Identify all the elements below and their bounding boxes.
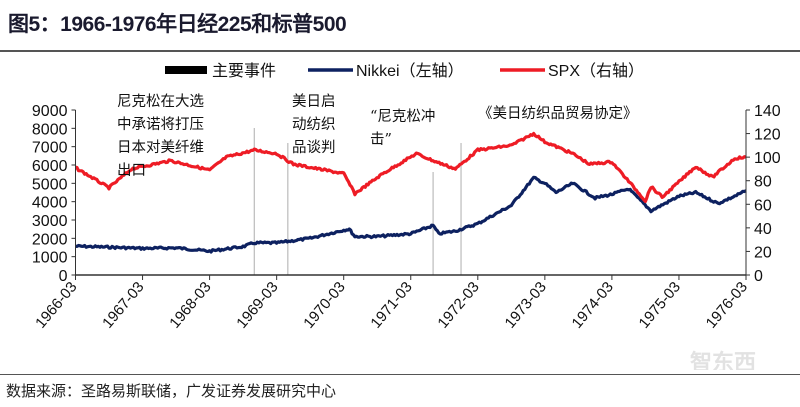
right-tick-label: 0	[754, 268, 763, 285]
nikkei-line	[75, 175, 747, 254]
event-annotation: “尼克松冲	[370, 108, 435, 125]
spx-line	[75, 131, 747, 203]
event-annotation: 尼克松在大选	[117, 93, 204, 110]
left-tick-label: 7000	[32, 140, 68, 157]
left-tick-label: 6000	[32, 158, 68, 175]
event-annotation: 击”	[370, 131, 392, 148]
x-tick-label: 1976-03	[703, 279, 751, 332]
legend-swatch-events	[165, 66, 207, 74]
x-tick-label: 1972-03	[434, 279, 482, 332]
event-annotation: 中承诺将打压	[117, 116, 204, 133]
event-annotation: 出口	[117, 162, 146, 179]
x-tick-label: 1971-03	[367, 279, 415, 332]
x-tick-label: 1974-03	[569, 279, 617, 332]
x-tick-label: 1966-03	[32, 279, 80, 332]
legend-label: SPX（右轴）	[548, 62, 644, 80]
left-tick-label: 1000	[32, 250, 68, 267]
right-tick-label: 40	[754, 221, 772, 238]
footer-divider	[0, 374, 800, 375]
event-annotation: 日本对美纤维	[117, 139, 204, 156]
legend-label: Nikkei（左轴）	[356, 62, 464, 80]
source-note: 数据来源：圣路易斯联储，广发证券发展研究中心	[6, 382, 337, 400]
x-tick-label: 1969-03	[233, 279, 281, 332]
event-annotation: 《美日纺织品贸易协定》	[478, 105, 638, 122]
event-annotation: 品谈判	[292, 139, 336, 156]
left-tick-label: 3000	[32, 213, 68, 230]
title-divider	[0, 50, 800, 52]
watermark-logo: 智东西	[690, 350, 756, 370]
right-tick-label: 60	[754, 197, 772, 214]
right-tick-label: 120	[754, 127, 781, 144]
chart-plot: 0100020003000400050006000700080009000020…	[32, 62, 781, 370]
left-tick-label: 9000	[32, 103, 68, 120]
left-tick-label: 2000	[32, 231, 68, 248]
x-tick-label: 1975-03	[636, 279, 684, 332]
event-annotation: 动纺织	[292, 116, 336, 133]
legend-label: 主要事件	[212, 62, 276, 80]
event-annotation: 美日启	[292, 93, 336, 110]
x-tick-label: 1968-03	[166, 279, 214, 332]
left-tick-label: 8000	[32, 121, 68, 138]
x-tick-label: 1973-03	[501, 279, 549, 332]
x-tick-label: 1970-03	[300, 279, 348, 332]
chart-title: 图5：1966-1976年日经225和标普500	[8, 13, 347, 36]
left-tick-label: 4000	[32, 195, 68, 212]
right-tick-label: 20	[754, 244, 772, 261]
right-tick-label: 140	[754, 103, 781, 120]
x-tick-label: 1967-03	[99, 279, 147, 332]
right-tick-label: 80	[754, 174, 772, 191]
left-tick-label: 0	[59, 268, 68, 285]
left-tick-label: 5000	[32, 176, 68, 193]
right-tick-label: 100	[754, 150, 781, 167]
